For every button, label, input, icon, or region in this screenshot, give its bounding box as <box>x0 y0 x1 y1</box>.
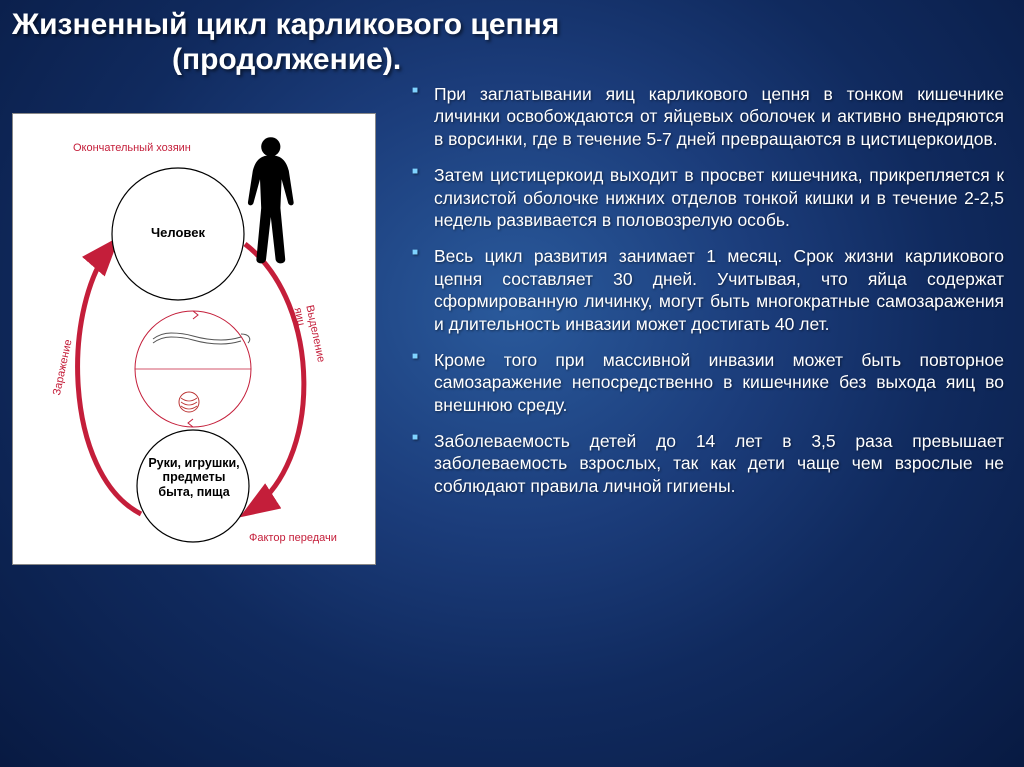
bullet-text: При заглатывании яиц карликового цепня в… <box>434 84 1004 149</box>
bullet-item: При заглатывании яиц карликового цепня в… <box>412 83 1004 150</box>
label-transmission-factor: Фактор передачи <box>249 532 337 544</box>
title-line1: Жизненный цикл карликового цепня <box>12 8 559 41</box>
slide-title: Жизненный цикл карликового цепня (продол… <box>12 8 1004 77</box>
bullet-item: Затем цистицеркоид выходит в просвет киш… <box>412 164 1004 231</box>
bullet-item: Кроме того при массивной инвазии может б… <box>412 349 1004 416</box>
bullet-list: При заглатывании яиц карликового цепня в… <box>412 83 1004 497</box>
bullet-text: Весь цикл развития занимает 1 месяц. Сро… <box>434 246 1004 333</box>
bullet-text: Кроме того при массивной инвазии может б… <box>434 350 1004 415</box>
bullet-column: При заглатывании яиц карликового цепня в… <box>392 83 1004 511</box>
content-row: Окончательный хозяин Человек Руки, игруш… <box>12 83 1004 565</box>
bullet-text: Затем цистицеркоид выходит в просвет киш… <box>434 165 1004 230</box>
slide-root: Жизненный цикл карликового цепня (продол… <box>0 0 1024 767</box>
title-line2: (продолжение). <box>12 43 1004 78</box>
diagram-container: Окончательный хозяин Человек Руки, игруш… <box>12 113 392 565</box>
bullet-item: Заболеваемость детей до 14 лет в 3,5 раз… <box>412 430 1004 497</box>
bullet-item: Весь цикл развития занимает 1 месяц. Сро… <box>412 245 1004 335</box>
node-transmission-label: Руки, игрушки, предметы быта, пища <box>147 456 241 499</box>
label-final-host: Окончательный хозяин <box>73 142 191 154</box>
bullet-text: Заболеваемость детей до 14 лет в 3,5 раз… <box>434 431 1004 496</box>
node-human-label: Человек <box>141 226 215 241</box>
lifecycle-diagram: Окончательный хозяин Человек Руки, игруш… <box>12 113 376 565</box>
